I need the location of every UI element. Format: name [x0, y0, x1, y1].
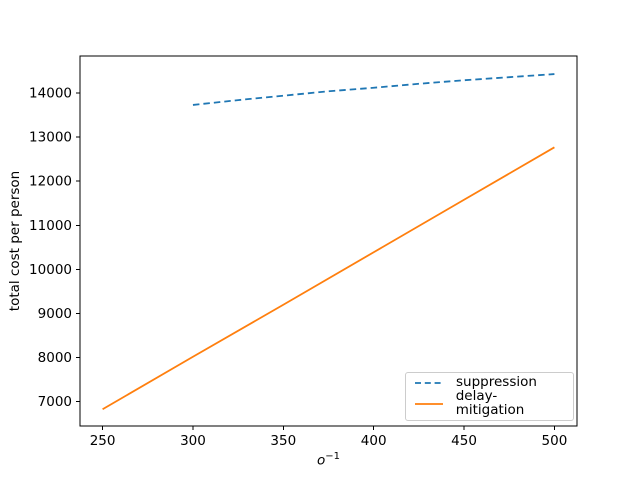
y-tick-label: 9000 — [38, 306, 72, 322]
legend-label-delay-mitigation: delay-mitigation — [455, 388, 525, 418]
x-tick-label: 300 — [180, 433, 206, 449]
legend: suppression delay-mitigation — [405, 372, 574, 421]
y-tick-label: 8000 — [38, 350, 72, 366]
y-tick-label: 7000 — [38, 394, 72, 410]
suppression-line — [192, 73, 555, 106]
legend-item-suppression: suppression — [412, 373, 565, 390]
y-tick-label: 10000 — [29, 262, 72, 278]
delay-mitigation-line-sample — [415, 402, 443, 405]
y-axis-label: total cost per person — [7, 170, 23, 312]
legend-label-suppression: suppression — [456, 373, 537, 390]
x-axis-label-base: o — [316, 452, 326, 469]
x-tick-label: 450 — [451, 433, 477, 449]
delay-mitigation-line — [102, 146, 555, 411]
plot-border — [79, 55, 578, 427]
y-tick-label: 11000 — [29, 218, 72, 234]
y-tick-label: 13000 — [29, 130, 72, 146]
x-axis-label-exponent: −1 — [325, 451, 340, 462]
suppression-line-sample — [415, 381, 443, 384]
legend-item-delay-mitigation: delay-mitigation — [412, 388, 565, 418]
x-axis-label: o−1 — [80, 451, 577, 469]
x-tick-label: 500 — [542, 433, 568, 449]
x-tick-label: 250 — [90, 433, 116, 449]
x-tick-label: 350 — [270, 433, 296, 449]
x-tick-label: 400 — [361, 433, 387, 449]
y-tick-label: 12000 — [29, 174, 72, 190]
y-tick-label: 14000 — [29, 86, 72, 102]
